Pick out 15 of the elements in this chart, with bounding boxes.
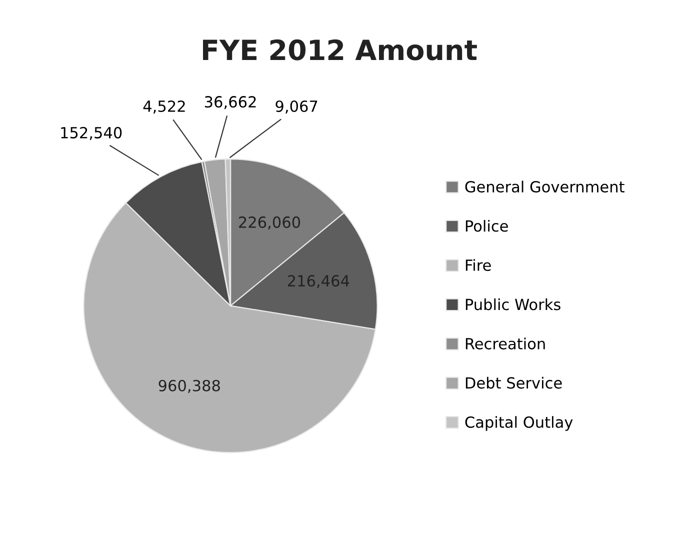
legend-label: Recreation (466, 338, 545, 350)
legend-label: General Government (465, 180, 624, 193)
legend-label: Public Works (466, 298, 560, 310)
chart-title: FYE 2012 Amount (203, 39, 477, 60)
data-label: 216,464 (288, 275, 350, 288)
data-label: 4,522 (143, 100, 185, 114)
data-label: 960,388 (158, 380, 220, 393)
data-label: 152,540 (61, 126, 122, 140)
legend-label: Fire (466, 259, 491, 271)
data-label: 226,060 (239, 216, 300, 230)
legend-label: Debt Service (466, 376, 562, 389)
data-label: 36,662 (204, 96, 256, 110)
data-label: 9,067 (276, 100, 318, 114)
legend-label: Police (466, 220, 508, 232)
legend-label: Capital Outlay (465, 416, 573, 431)
